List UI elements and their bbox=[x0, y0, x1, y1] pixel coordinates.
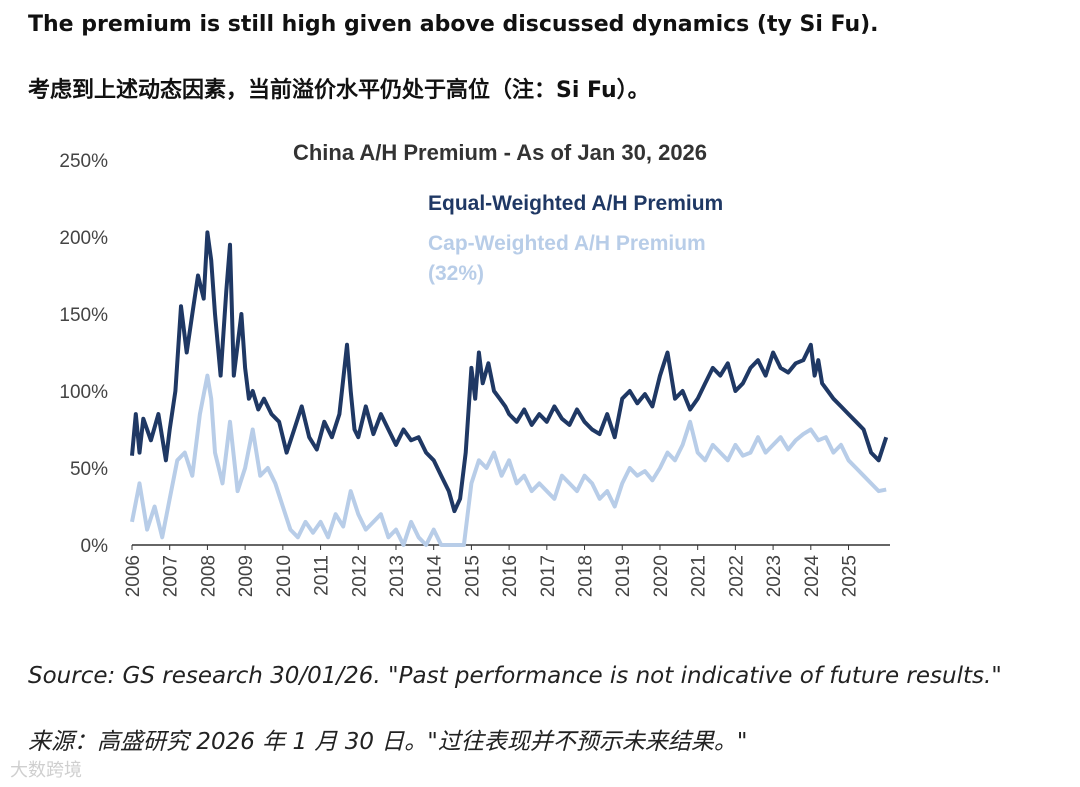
chart: China A/H Premium - As of Jan 30, 2026 0… bbox=[59, 140, 890, 598]
x-tick-label: 2012 bbox=[349, 555, 370, 597]
y-tick-label: 200% bbox=[59, 228, 108, 249]
x-tick-label: 2016 bbox=[500, 555, 521, 597]
x-tick-label: 2013 bbox=[387, 555, 408, 597]
x-tick-label: 2023 bbox=[764, 555, 785, 597]
y-tick-label: 100% bbox=[59, 382, 108, 403]
source-english: Source: GS research 30/01/26. "Past perf… bbox=[28, 663, 1002, 689]
x-tick-label: 2022 bbox=[726, 555, 747, 597]
x-tick-label: 2024 bbox=[802, 555, 823, 598]
x-tick-label: 2020 bbox=[651, 555, 672, 597]
watermark: 大数跨境 bbox=[10, 760, 82, 781]
legend: Equal-Weighted A/H Premium Cap-Weighted … bbox=[428, 192, 723, 285]
x-tick-label: 2008 bbox=[198, 555, 219, 597]
x-tick-label: 2015 bbox=[462, 555, 483, 597]
x-tick-label: 2019 bbox=[613, 555, 634, 597]
legend-cap-weighted: Cap-Weighted A/H Premium bbox=[428, 232, 706, 255]
x-tick-label: 2007 bbox=[161, 555, 182, 597]
x-tick-label: 2018 bbox=[576, 555, 597, 597]
x-tick-label: 2021 bbox=[689, 555, 710, 597]
y-tick-label: 250% bbox=[59, 151, 108, 172]
series-line-cap-weighted bbox=[130, 373, 887, 547]
x-tick-label: 2025 bbox=[840, 555, 861, 597]
x-tick-label: 2017 bbox=[538, 555, 559, 597]
x-tick-label: 2010 bbox=[274, 555, 295, 597]
heading-english: The premium is still high given above di… bbox=[28, 12, 879, 37]
y-axis: 0% 50% 100% 150% 200% 250% bbox=[59, 151, 108, 557]
y-tick-label: 0% bbox=[81, 536, 109, 557]
x-axis: 2006 2007 2008 2009 2010 2011 2012 2013 2014 2015… bbox=[123, 544, 890, 598]
x-tick-label: 2011 bbox=[312, 555, 333, 596]
chart-title: China A/H Premium - As of Jan 30, 2026 bbox=[293, 140, 707, 165]
y-tick-label: 150% bbox=[59, 305, 108, 326]
legend-cap-weighted-value: (32%) bbox=[428, 262, 484, 285]
x-tick-label: 2009 bbox=[236, 555, 257, 597]
series-line-equal-weighted bbox=[130, 230, 889, 514]
x-tick-label: 2014 bbox=[425, 555, 446, 598]
series-layer bbox=[130, 230, 889, 547]
heading-chinese: 考虑到上述动态因素，当前溢价水平仍处于高位（注：Si Fu）。 bbox=[28, 78, 650, 103]
y-tick-label: 50% bbox=[70, 459, 108, 480]
x-tick-label: 2006 bbox=[123, 555, 144, 597]
legend-equal-weighted: Equal-Weighted A/H Premium bbox=[428, 192, 723, 215]
source-chinese: 来源：高盛研究 2026 年 1 月 30 日。"过往表现并不预示未来结果。" bbox=[28, 729, 748, 755]
